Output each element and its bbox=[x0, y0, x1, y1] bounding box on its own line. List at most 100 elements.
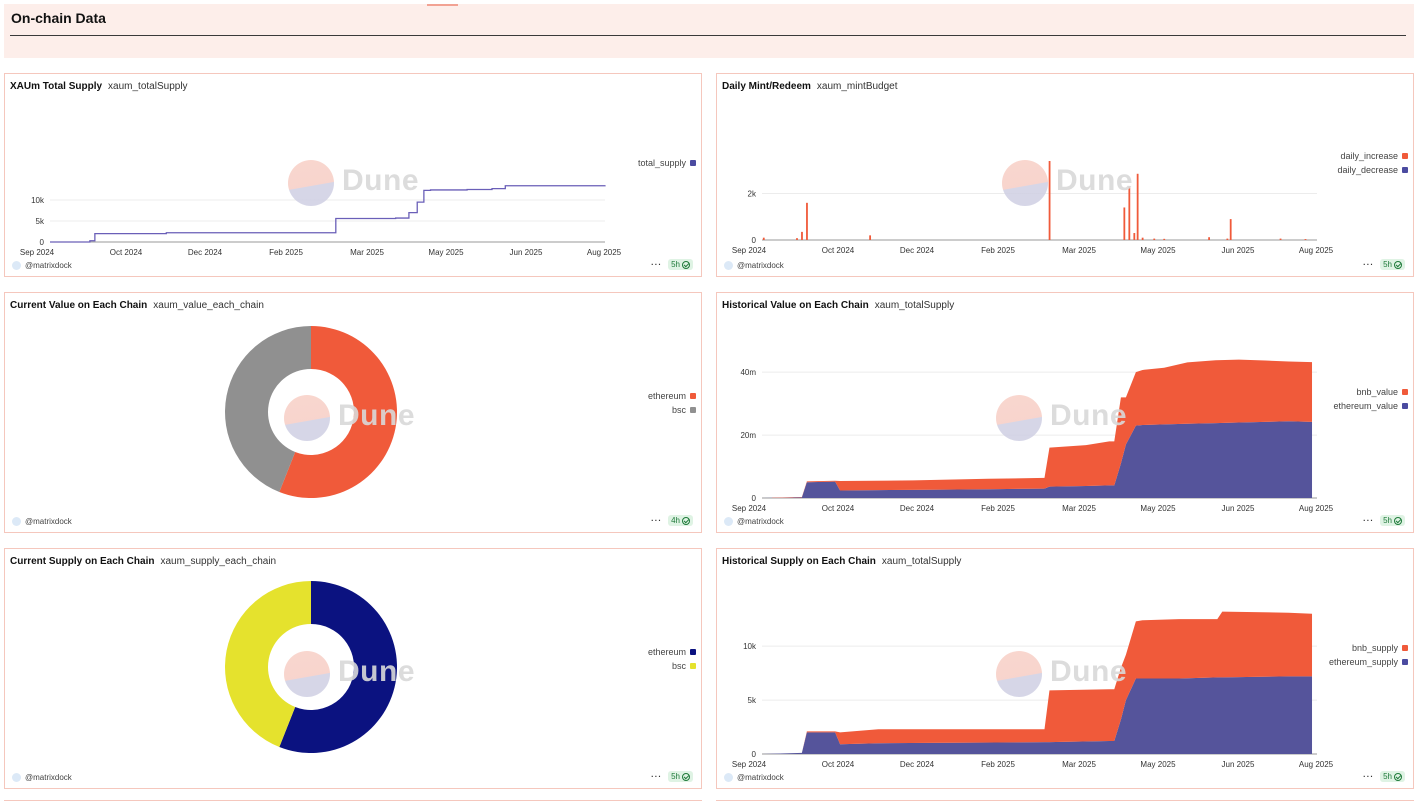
author-link[interactable]: @matrixdock bbox=[724, 261, 784, 270]
more-options-icon[interactable]: ··· bbox=[651, 516, 663, 525]
panel-status: ··· 5h bbox=[651, 771, 693, 782]
y-tick-label: 2k bbox=[748, 190, 757, 199]
query-name[interactable]: xaum_totalSupply bbox=[874, 300, 955, 311]
more-options-icon[interactable]: ··· bbox=[651, 260, 663, 269]
series-line-total_supply[interactable] bbox=[50, 185, 606, 243]
refresh-age-badge[interactable]: 5h bbox=[1380, 515, 1405, 526]
refresh-age-badge[interactable]: 5h bbox=[1380, 259, 1405, 270]
bar-daily_increase[interactable] bbox=[1141, 237, 1144, 240]
bar-daily_increase[interactable] bbox=[1229, 219, 1232, 240]
y-tick-label: 0 bbox=[752, 494, 757, 503]
pie-slice-ethereum[interactable] bbox=[279, 326, 397, 498]
chart-panel-2[interactable]: Daily Mint/Redeem xaum_mintBudget 0 2k Sep 2… bbox=[716, 73, 1414, 277]
bar-daily_increase[interactable] bbox=[1048, 161, 1051, 240]
x-tick-label: Oct 2024 bbox=[822, 246, 855, 255]
chart-legend: ethereum bsc bbox=[648, 389, 696, 417]
bar-daily_increase[interactable] bbox=[1153, 238, 1156, 240]
bar-daily_increase[interactable] bbox=[1163, 238, 1166, 240]
author-link[interactable]: @matrixdock bbox=[12, 261, 72, 270]
x-tick-label: Feb 2025 bbox=[269, 248, 303, 257]
refresh-age-text: 4h bbox=[671, 516, 680, 525]
legend-item-bsc[interactable]: bsc bbox=[648, 659, 696, 673]
chart-panel-5[interactable]: Current Supply on Each Chain xaum_supply_… bbox=[4, 548, 702, 789]
more-options-icon[interactable]: ··· bbox=[1363, 516, 1375, 525]
chart-panel-1[interactable]: XAUm Total Supply xaum_totalSupply 0 5k 10k S… bbox=[4, 73, 702, 277]
section-title: On-chain Data bbox=[11, 10, 106, 26]
author-link[interactable]: @matrixdock bbox=[724, 517, 784, 526]
x-tick-label: Jun 2025 bbox=[1222, 246, 1255, 255]
author-link[interactable]: @matrixdock bbox=[12, 517, 72, 526]
y-tick-label: 20m bbox=[740, 431, 756, 440]
chart-panel-3[interactable]: Current Value on Each Chain xaum_value_ea… bbox=[4, 292, 702, 533]
bar-daily_increase[interactable] bbox=[1279, 238, 1282, 240]
refresh-age-text: 5h bbox=[1383, 772, 1392, 781]
avatar bbox=[724, 517, 733, 526]
bar-daily_increase[interactable] bbox=[806, 202, 808, 240]
bar-daily_increase[interactable] bbox=[801, 231, 803, 240]
area-ethereum_supply[interactable] bbox=[762, 676, 1313, 754]
area-bnb_value[interactable] bbox=[762, 359, 1313, 498]
bar-daily_increase[interactable] bbox=[796, 238, 798, 240]
chart-canvas: 0 5k 10k Sep 2024 Oct 2024 Dec 2024 Feb 2025 Ma… bbox=[732, 611, 1334, 769]
legend-item-bnb_value[interactable]: bnb_value bbox=[1333, 385, 1408, 399]
refresh-age-badge[interactable]: 5h bbox=[668, 771, 693, 782]
y-tick-label: 0 bbox=[752, 236, 757, 245]
legend-label: ethereum bbox=[647, 647, 686, 657]
legend-item-ethereum[interactable]: ethereum bbox=[648, 389, 696, 403]
avatar bbox=[12, 261, 21, 270]
query-name[interactable]: xaum_value_each_chain bbox=[153, 300, 264, 311]
pie-slice-bsc[interactable] bbox=[224, 326, 311, 492]
bar-daily_increase[interactable] bbox=[1133, 233, 1136, 240]
legend-swatch bbox=[690, 649, 696, 655]
query-name[interactable]: xaum_supply_each_chain bbox=[160, 556, 277, 567]
check-circle-icon bbox=[1394, 772, 1402, 781]
bar-daily_increase[interactable] bbox=[1128, 186, 1131, 240]
pie-slice-ethereum[interactable] bbox=[279, 581, 397, 753]
refresh-age-badge[interactable]: 4h bbox=[668, 515, 693, 526]
query-name[interactable]: xaum_mintBudget bbox=[816, 81, 898, 92]
author-link[interactable]: @matrixdock bbox=[724, 773, 784, 782]
pie-slice-bsc[interactable] bbox=[224, 581, 311, 747]
bar-daily_increase[interactable] bbox=[1136, 173, 1139, 240]
panel-title: XAUm Total Supply xaum_totalSupply bbox=[10, 81, 188, 92]
chart-canvas: 0 5k 10k Sep 2024 Oct 2024 Dec 2024 Feb 2025 Ma… bbox=[20, 185, 622, 257]
x-tick-label: Jun 2025 bbox=[1222, 504, 1255, 513]
bar-daily_increase[interactable] bbox=[869, 235, 872, 240]
more-options-icon[interactable]: ··· bbox=[1363, 260, 1375, 269]
chart-panel-6[interactable]: Historical Supply on Each Chain xaum_tota… bbox=[716, 548, 1414, 789]
author-name: @matrixdock bbox=[25, 261, 72, 270]
panel-status: ··· 4h bbox=[651, 515, 693, 526]
area-bnb_supply[interactable] bbox=[762, 611, 1313, 754]
refresh-age-badge[interactable]: 5h bbox=[1380, 771, 1405, 782]
chart-canvas bbox=[224, 326, 397, 498]
legend-item-ethereum_supply[interactable]: ethereum_supply bbox=[1329, 655, 1408, 669]
bar-daily_increase[interactable] bbox=[1226, 238, 1229, 240]
chart-panel-4[interactable]: Historical Value on Each Chain xaum_total… bbox=[716, 292, 1414, 533]
bar-daily_increase[interactable] bbox=[1123, 207, 1126, 240]
refresh-age-text: 5h bbox=[671, 260, 680, 269]
legend-item-ethereum[interactable]: ethereum bbox=[648, 645, 696, 659]
bar-daily_increase[interactable] bbox=[762, 237, 765, 240]
legend-item-daily_decrease[interactable]: daily_decrease bbox=[1337, 163, 1408, 177]
bar-daily_increase[interactable] bbox=[1208, 237, 1210, 240]
legend-item-ethereum_value[interactable]: ethereum_value bbox=[1333, 399, 1408, 413]
legend-item-total_supply[interactable]: total_supply bbox=[638, 156, 696, 170]
refresh-age-badge[interactable]: 5h bbox=[668, 259, 693, 270]
legend-label: bsc bbox=[671, 661, 686, 671]
legend-item-daily_increase[interactable]: daily_increase bbox=[1337, 149, 1408, 163]
legend-item-bsc[interactable]: bsc bbox=[648, 403, 696, 417]
x-tick-label: May 2025 bbox=[1140, 760, 1176, 769]
bar-daily_increase[interactable] bbox=[1304, 239, 1307, 240]
area-ethereum_value[interactable] bbox=[762, 421, 1313, 498]
more-options-icon[interactable]: ··· bbox=[651, 772, 663, 781]
legend-swatch bbox=[1402, 403, 1408, 409]
x-tick-label: Jun 2025 bbox=[1222, 760, 1255, 769]
author-name: @matrixdock bbox=[737, 773, 784, 782]
x-tick-label: May 2025 bbox=[428, 248, 464, 257]
x-tick-label: May 2025 bbox=[1140, 504, 1176, 513]
query-name[interactable]: xaum_totalSupply bbox=[881, 556, 962, 567]
author-link[interactable]: @matrixdock bbox=[12, 773, 72, 782]
more-options-icon[interactable]: ··· bbox=[1363, 772, 1375, 781]
query-name[interactable]: xaum_totalSupply bbox=[108, 81, 188, 92]
legend-item-bnb_supply[interactable]: bnb_supply bbox=[1329, 641, 1408, 655]
